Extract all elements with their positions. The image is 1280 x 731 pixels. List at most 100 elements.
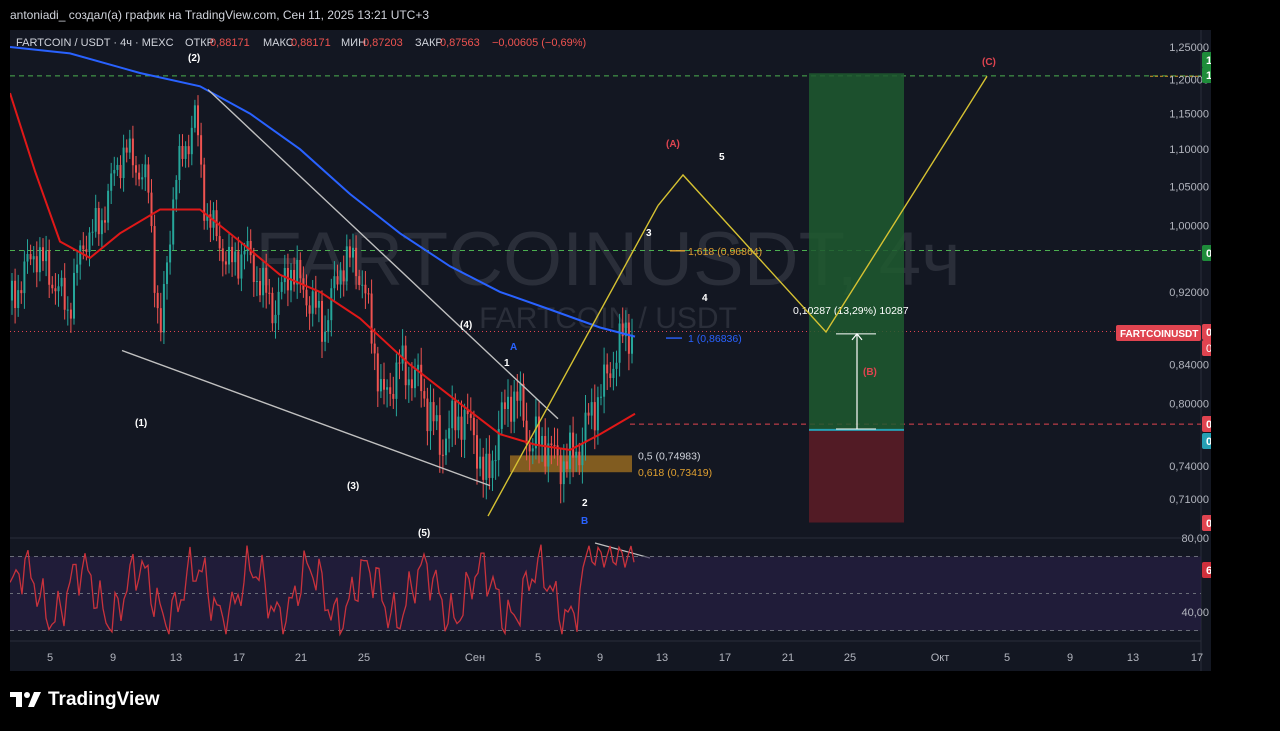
candle-body xyxy=(448,428,451,439)
candle-body xyxy=(321,300,323,342)
rsi-divergence-line[interactable] xyxy=(594,542,651,559)
candle-body xyxy=(159,308,162,333)
price-label-value: 0,77972 xyxy=(1206,419,1211,431)
candle-body xyxy=(54,288,57,292)
candle-body xyxy=(125,147,128,153)
candle-body xyxy=(420,364,423,392)
candle-body xyxy=(206,214,209,221)
time-tick-label: Окт xyxy=(931,652,950,664)
price-label-value: 1,20567 xyxy=(1206,70,1211,82)
candle-body xyxy=(538,416,540,445)
candle-body xyxy=(262,267,265,296)
candle-body xyxy=(234,251,237,263)
channel-upper-line[interactable] xyxy=(207,89,559,420)
chart-frame[interactable]: FARTCOINUSDT, 4ч FARTCOIN / USDT FARTCOI… xyxy=(10,30,1211,671)
moving-averages xyxy=(10,46,636,451)
price-axis-labels: 1,20962 1,20567 0,96893 0,87563 0,77972 0,774… xyxy=(1202,52,1211,578)
time-tick-label: 25 xyxy=(358,652,370,664)
candle-body xyxy=(231,246,234,263)
candle-body xyxy=(507,396,509,410)
price-tick-label: 0,84000 xyxy=(1169,360,1209,372)
fib-label: 1,618 (0,96864) xyxy=(688,246,762,258)
price-tick-label: 0,74000 xyxy=(1169,461,1209,473)
candle-body xyxy=(414,369,416,389)
candle-body xyxy=(572,432,575,458)
candle-body xyxy=(516,391,519,401)
time-tick-label: 9 xyxy=(1067,652,1073,664)
time-tick-label: 13 xyxy=(1127,652,1139,664)
candle-body xyxy=(389,387,392,394)
candle-body xyxy=(485,453,488,480)
candle-body xyxy=(497,428,500,461)
rsi-value-box xyxy=(1202,562,1211,578)
candle-body xyxy=(562,461,565,485)
candle-body xyxy=(283,267,286,283)
candle-body xyxy=(23,261,26,294)
wave-projection[interactable] xyxy=(657,75,988,334)
price-label-box xyxy=(1202,433,1211,449)
candle-body xyxy=(190,127,193,155)
candle-body xyxy=(479,456,482,469)
candle-body xyxy=(615,362,618,369)
candle-body xyxy=(144,164,147,178)
candle-body xyxy=(246,240,249,252)
candle-body xyxy=(45,250,48,262)
price-tick-label: 1,00000 xyxy=(1169,220,1209,232)
candle-body xyxy=(268,292,271,294)
candle-body xyxy=(187,146,190,155)
legend-close-value: 0,87563 xyxy=(440,37,480,49)
candle-body xyxy=(116,164,119,170)
legend-symbol[interactable]: FARTCOIN / USDT · 4ч · MEXC xyxy=(16,37,174,49)
time-tick-label: 17 xyxy=(1191,652,1203,664)
candle-body xyxy=(274,314,277,324)
long-position-tool[interactable]: 0,10287 (13,29%) 10287 xyxy=(793,73,909,523)
candle-body xyxy=(429,402,432,432)
wave-trendline[interactable] xyxy=(487,205,659,517)
candle-body xyxy=(550,443,553,446)
candle-body xyxy=(228,246,230,265)
candle-body xyxy=(531,448,534,452)
candle-body xyxy=(308,305,311,314)
candle-body xyxy=(463,409,466,440)
candle-body xyxy=(197,105,199,136)
time-tick-label: 9 xyxy=(110,652,116,664)
candle-body xyxy=(358,276,361,286)
candle-body xyxy=(172,199,175,245)
candle-body xyxy=(553,445,556,447)
candle-body xyxy=(88,232,91,252)
candle-body xyxy=(38,247,41,273)
price-chart[interactable]: FARTCOINUSDT, 4ч FARTCOIN / USDT FARTCOI… xyxy=(10,30,1211,671)
candle-body xyxy=(255,281,258,283)
candle-body xyxy=(624,322,627,337)
legend-high-label: МАКС xyxy=(263,37,294,49)
price-tick-label: 1,25000 xyxy=(1169,42,1209,54)
candle-body xyxy=(209,214,212,228)
trendline-drawings[interactable] xyxy=(121,75,988,559)
candle-body xyxy=(417,364,420,370)
wave-labels: (2) (1) (3) (4) (5) 1 2 3 4 5 A B (A) (B) (C) xyxy=(135,53,996,539)
countdown-box xyxy=(1202,340,1211,356)
candle-body xyxy=(513,391,516,422)
price-label-value: 1,20962 xyxy=(1206,55,1211,67)
candle-body xyxy=(135,165,137,173)
candle-body xyxy=(348,246,351,258)
stop-zone[interactable] xyxy=(809,429,904,523)
ma-fast-line xyxy=(10,92,636,451)
candle-body xyxy=(324,331,327,342)
candle-body xyxy=(631,334,633,354)
tradingview-logo: TradingView xyxy=(10,689,160,711)
candle-body xyxy=(252,255,255,282)
ma-slow-line xyxy=(10,46,636,338)
time-tick-label: 25 xyxy=(844,652,856,664)
fib-label: 1 (0,86836) xyxy=(688,333,742,345)
candle-body xyxy=(200,135,203,165)
candle-body xyxy=(48,250,51,285)
candle-body xyxy=(76,264,79,273)
candle-body xyxy=(556,445,559,456)
candle-body xyxy=(590,402,593,416)
candle-body xyxy=(63,277,66,310)
candle-body xyxy=(404,345,407,386)
price-label-value: 0,96893 xyxy=(1206,248,1211,260)
candle-body xyxy=(107,190,110,223)
channel-lower-line[interactable] xyxy=(121,349,491,487)
